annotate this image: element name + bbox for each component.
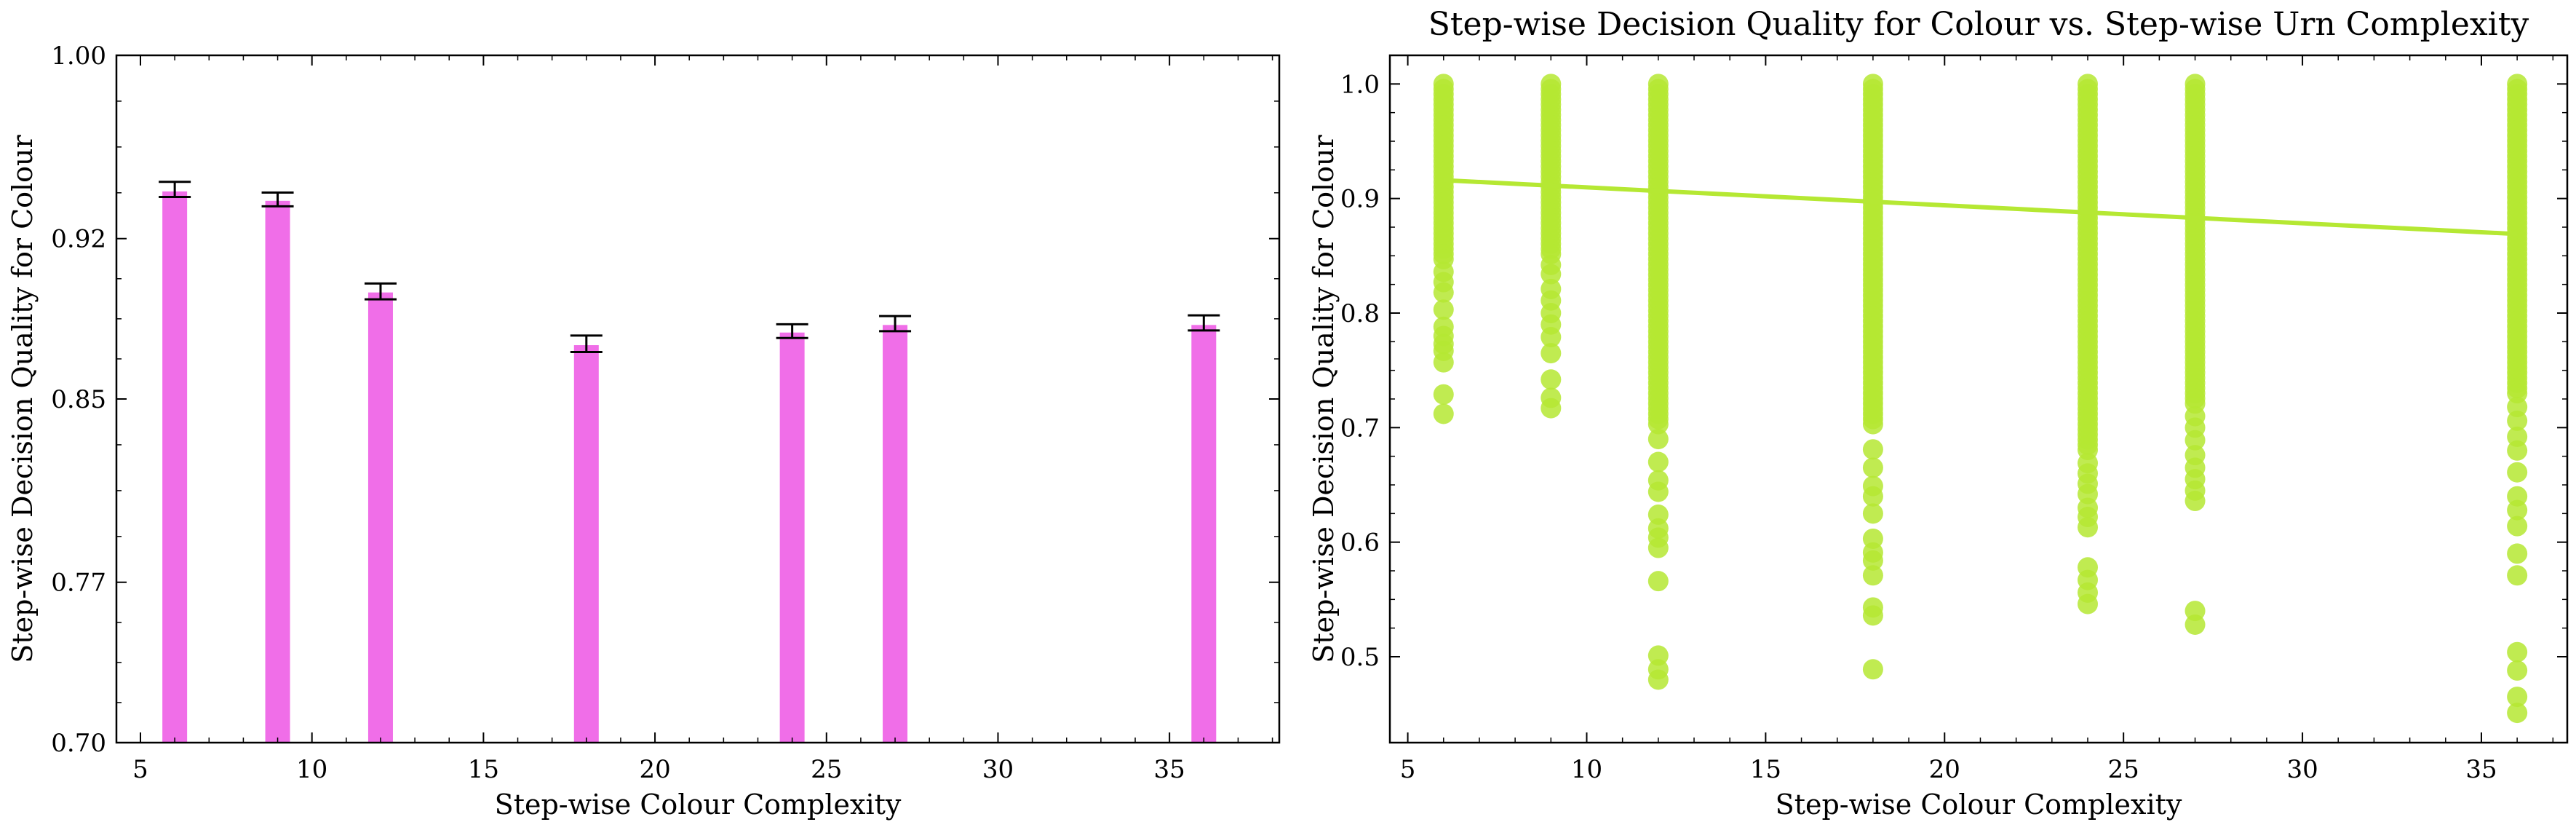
bar-chart-plot-area xyxy=(115,54,1281,744)
scatter-point xyxy=(2507,703,2528,724)
bar-chart: 5 10 15 20 25 30 35 0.70 0.77 0.85 0.92 1.00 Step-w… xyxy=(7,42,1281,821)
scatter-point xyxy=(2507,397,2528,418)
scatter-point xyxy=(1433,299,1454,320)
scatter-point xyxy=(1862,597,1883,618)
bar-chart-x-axis-label: Step-wise Colour Complexity xyxy=(495,788,902,821)
scatter-chart-title: Step-wise Decision Quality for Colour vs… xyxy=(1428,6,2529,43)
bar xyxy=(573,345,599,743)
scatter-point xyxy=(1541,387,1562,408)
scatter-point xyxy=(2507,565,2528,586)
bar-chart-x-tick-label: 25 xyxy=(811,755,842,784)
scatter-point xyxy=(2507,660,2528,681)
scatter-point xyxy=(2507,543,2528,564)
bar xyxy=(367,292,393,743)
scatter-chart-x-tick-label: 15 xyxy=(1750,755,1781,784)
scatter-point xyxy=(1541,278,1562,299)
scatter-point xyxy=(1647,414,1669,435)
scatter-point xyxy=(1647,571,1669,592)
bar-chart-y-axis-label: Step-wise Decision Quality for Colour xyxy=(7,134,39,663)
scatter-chart-x-tick-label: 30 xyxy=(2286,755,2318,784)
bar-chart-x-tick-label: 20 xyxy=(639,755,670,784)
bar-chart-y-tick-label: 0.70 xyxy=(51,729,106,758)
scatter-chart-marks xyxy=(1433,74,2528,724)
scatter-chart-x-tick-label: 5 xyxy=(1400,755,1416,784)
scatter-point xyxy=(1541,343,1562,364)
scatter-point xyxy=(1647,451,1669,473)
scatter-point xyxy=(1862,475,1883,497)
bar-chart-x-tick-label: 30 xyxy=(982,755,1014,784)
scatter-point xyxy=(2507,426,2528,447)
bar-chart-y-tick-label: 0.77 xyxy=(51,569,106,598)
scatter-chart: 5 10 15 20 25 30 35 0.5 0.6 0.7 0.8 0.9 1.0 Step-wis… xyxy=(1308,6,2569,821)
scatter-chart-x-axis-label: Step-wise Colour Complexity xyxy=(1776,788,2182,821)
scatter-point xyxy=(1862,414,1883,435)
scatter-point xyxy=(1862,565,1883,586)
bar xyxy=(1191,325,1217,743)
scatter-point xyxy=(2507,515,2528,537)
scatter-point xyxy=(1862,439,1883,460)
scatter-point xyxy=(2077,453,2098,474)
scatter-chart-y-tick-label: 0.7 xyxy=(1340,414,1380,443)
scatter-chart-x-tick-label: 20 xyxy=(1929,755,1960,784)
bar-chart-x-tick-label: 5 xyxy=(132,755,148,784)
scatter-point xyxy=(1433,403,1454,424)
scatter-point xyxy=(1862,457,1883,478)
scatter-chart-y-tick-label: 0.5 xyxy=(1340,643,1380,672)
scatter-chart-x-tick-label: 25 xyxy=(2108,755,2139,784)
scatter-point xyxy=(1647,429,1669,450)
scatter-point xyxy=(2507,641,2528,663)
bar xyxy=(779,332,805,743)
scatter-point xyxy=(2185,406,2206,427)
scatter-point xyxy=(1647,645,1669,666)
scatter-point xyxy=(1647,470,1669,491)
scatter-point xyxy=(2185,601,2206,622)
scatter-point xyxy=(2507,486,2528,507)
regression-line xyxy=(1443,178,2518,237)
bar-chart-ticks: 5 10 15 20 25 30 35 0.70 0.77 0.85 0.92 1.00 xyxy=(51,42,1279,784)
scatter-point xyxy=(1862,503,1883,524)
scatter-point xyxy=(1433,316,1454,337)
scatter-point xyxy=(2077,557,2098,578)
bar-chart-y-tick-label: 0.92 xyxy=(51,225,106,254)
scatter-point xyxy=(2185,445,2206,466)
scatter-point xyxy=(1862,659,1883,680)
scatter-chart-y-axis-label: Step-wise Decision Quality for Colour xyxy=(1308,134,1340,663)
scatter-chart-y-tick-label: 1.0 xyxy=(1340,70,1380,99)
scatter-chart-ticks: 5 10 15 20 25 30 35 0.5 0.6 0.7 0.8 0.9 1.0 xyxy=(1340,55,2567,784)
scatter-point xyxy=(1433,384,1454,405)
scatter-point xyxy=(1541,369,1562,390)
bar xyxy=(883,325,908,743)
bar-chart-x-tick-label: 35 xyxy=(1154,755,1185,784)
scatter-chart-y-tick-label: 0.8 xyxy=(1340,299,1380,328)
scatter-chart-y-tick-label: 0.6 xyxy=(1340,529,1380,558)
scatter-chart-plot-area xyxy=(1388,54,2569,744)
scatter-point xyxy=(2507,687,2528,708)
bar-chart-x-tick-label: 15 xyxy=(468,755,499,784)
scatter-point xyxy=(1647,504,1669,525)
scatter-point xyxy=(1433,261,1454,282)
bar-chart-y-tick-label: 1.00 xyxy=(51,42,106,71)
bar xyxy=(162,191,188,743)
scatter-chart-y-tick-label: 0.9 xyxy=(1340,185,1380,214)
bar-chart-marks xyxy=(159,181,1220,743)
scatter-point xyxy=(1541,254,1562,275)
bar-chart-y-tick-label: 0.85 xyxy=(51,385,106,414)
bar xyxy=(265,200,290,743)
scatter-chart-x-tick-label: 35 xyxy=(2465,755,2497,784)
bar-chart-x-tick-label: 10 xyxy=(296,755,327,784)
scatter-chart-x-tick-label: 10 xyxy=(1571,755,1602,784)
scatter-point xyxy=(1862,528,1883,549)
scatter-point xyxy=(2507,462,2528,483)
